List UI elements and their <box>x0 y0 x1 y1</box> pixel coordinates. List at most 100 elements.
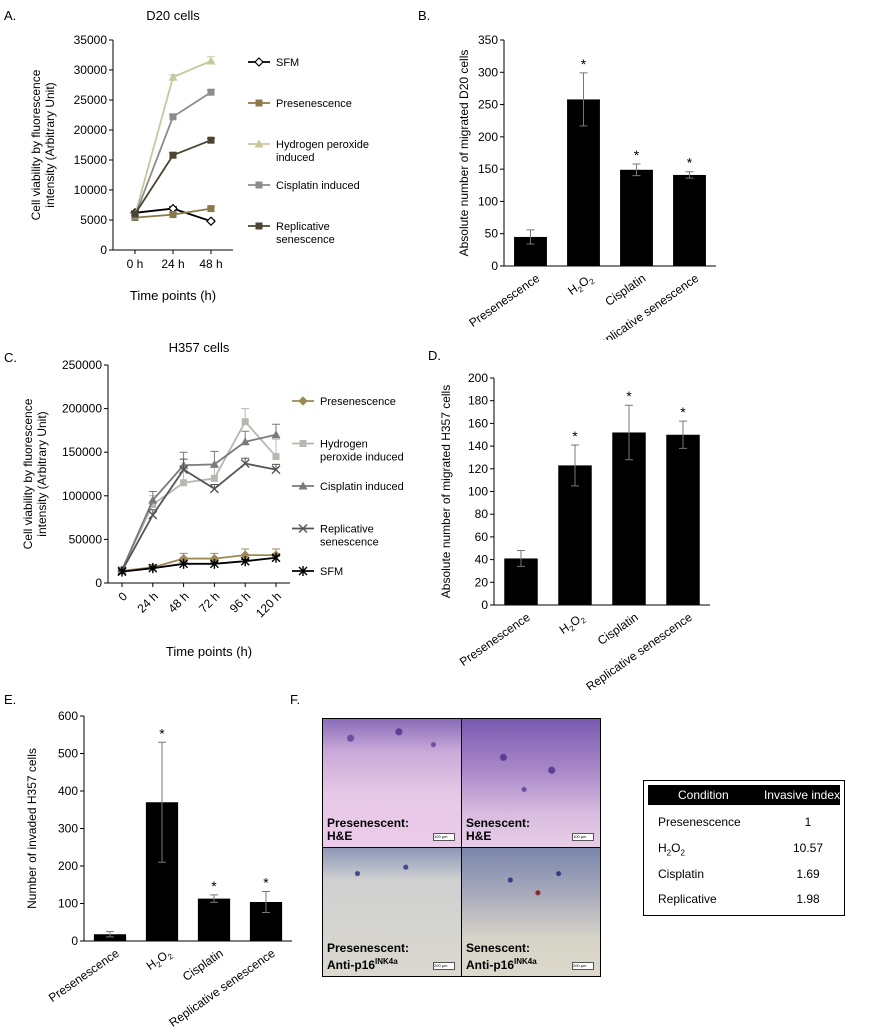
panel-label-c: C. <box>4 350 17 365</box>
y-tick-label: 180 <box>468 394 488 408</box>
y-tick-label: 50 <box>485 227 499 241</box>
table-cell-index: 1.69 <box>796 867 820 881</box>
significance-marker: * <box>263 875 269 891</box>
legend-label: SFM <box>320 566 343 578</box>
x-tick-label: 96 h <box>227 589 253 615</box>
data-point <box>206 216 216 227</box>
scale-bar: 100 µm <box>572 833 594 841</box>
x-axis-label: Time points (h) <box>130 288 216 303</box>
micrograph-presenescent-he: Presenescent: H&E 100 µm <box>322 718 462 848</box>
y-tick-label: 100 <box>468 485 488 499</box>
series-line <box>121 420 277 571</box>
data-point <box>179 558 189 569</box>
y-axis-label: Absolute number of migrated H357 cells <box>439 385 453 598</box>
micrograph-caption-line1: Senescent: <box>466 816 531 830</box>
data-point <box>210 474 218 482</box>
error-bar <box>210 894 218 903</box>
table-header: Condition Invasive index <box>648 785 840 805</box>
y-axis-label: Cell viability by fluorescenceintensity … <box>29 69 57 220</box>
table-cell-condition: Presenescence <box>658 815 741 829</box>
data-point <box>209 459 219 468</box>
y-tick-label: 200 <box>468 371 488 385</box>
legend-label: Hydrogen peroxide induced <box>276 139 369 164</box>
y-tick-label: 0 <box>95 576 102 590</box>
bar <box>197 898 231 941</box>
significance-marker: * <box>211 878 217 894</box>
table-row: Replicative 1.98 <box>648 888 840 910</box>
x-tick-label: 120 h <box>253 589 284 620</box>
y-tick-label: 300 <box>58 822 78 836</box>
bar <box>673 174 706 266</box>
data-point <box>131 210 139 218</box>
table-cell-index: 1.98 <box>796 892 820 906</box>
legend-marker <box>299 440 307 447</box>
legend-label: Presenescence <box>276 98 352 110</box>
x-tick-label: H2O2 <box>144 946 176 975</box>
x-axis-label: Time points (h) <box>166 644 252 659</box>
chart-title: D20 cells <box>146 8 200 23</box>
legend-marker <box>255 99 263 107</box>
y-tick-label: 30000 <box>74 63 108 77</box>
legend-label: SFM <box>276 57 299 69</box>
x-tick-label: 48 h <box>165 589 191 615</box>
error-bar <box>571 444 579 487</box>
data-point <box>209 558 219 569</box>
error-bar <box>579 72 588 127</box>
data-point <box>240 556 250 567</box>
data-point <box>240 459 250 469</box>
data-point <box>209 484 219 494</box>
panel-label-a: A. <box>4 8 17 23</box>
data-point <box>271 430 281 439</box>
table-cell-condition: Cisplatin <box>658 867 705 881</box>
y-tick-label: 0 <box>71 934 78 948</box>
data-point <box>148 495 158 504</box>
y-tick-label: 150000 <box>62 445 102 459</box>
data-point <box>180 479 188 487</box>
y-tick-label: 160 <box>468 416 488 430</box>
bar <box>612 432 646 605</box>
y-tick-label: 5000 <box>80 213 107 227</box>
chart-d-h357-migration: 0 20 40 60 80 100 120 140 160 180 200 Absolute numb… <box>439 371 710 690</box>
table-row: Cisplatin 1.69 <box>648 863 840 885</box>
x-tick-label: Presenescence <box>46 946 122 1005</box>
x-tick-label: 72 h <box>196 589 222 615</box>
data-point <box>169 211 177 219</box>
data-point <box>207 88 215 96</box>
micrograph-caption-sup: INK4a <box>514 957 537 966</box>
legend-label: Cisplatin induced <box>320 481 404 493</box>
y-tick-label: 200000 <box>62 402 102 416</box>
y-tick-label: 10000 <box>74 183 108 197</box>
micrograph-caption-line1: Presenescent: <box>327 941 410 955</box>
legend-label: Replicative senescence <box>276 221 335 246</box>
x-tick-label: 48 h <box>199 257 222 271</box>
x-tick-label: H2O2 <box>565 271 597 300</box>
table-header-index: Invasive index <box>763 788 841 802</box>
micrograph-caption-line1: Senescent: <box>466 941 531 955</box>
data-point <box>169 151 177 159</box>
data-point <box>271 465 281 475</box>
y-axis-label: Absolute number of migrated D20 cells <box>457 50 471 257</box>
y-axis-label: Number of invaded H357 cells <box>25 748 39 909</box>
data-point <box>149 501 157 509</box>
x-tick-label: Presenescence <box>466 271 542 330</box>
scale-bar: 200 µm <box>572 962 594 970</box>
error-bar <box>262 891 270 913</box>
y-tick-label: 100 <box>58 897 78 911</box>
y-tick-label: 15000 <box>74 153 108 167</box>
error-bar <box>106 931 114 938</box>
y-tick-label: 80 <box>475 507 489 521</box>
error-bar <box>632 163 641 177</box>
panel-label-e: E. <box>4 692 17 707</box>
data-point <box>271 552 281 563</box>
legend-marker <box>298 524 308 533</box>
legend-marker <box>298 566 308 576</box>
bar <box>567 99 600 266</box>
micrograph-caption-line2: H&E <box>327 829 353 843</box>
significance-marker: * <box>687 155 693 171</box>
chart-title: H357 cells <box>169 340 230 355</box>
y-tick-label: 20000 <box>74 123 108 137</box>
y-tick-label: 350 <box>478 33 498 47</box>
legend-label: Replicative senescence <box>320 524 379 549</box>
y-tick-label: 500 <box>58 747 78 761</box>
panel-label-d: D. <box>428 348 441 363</box>
